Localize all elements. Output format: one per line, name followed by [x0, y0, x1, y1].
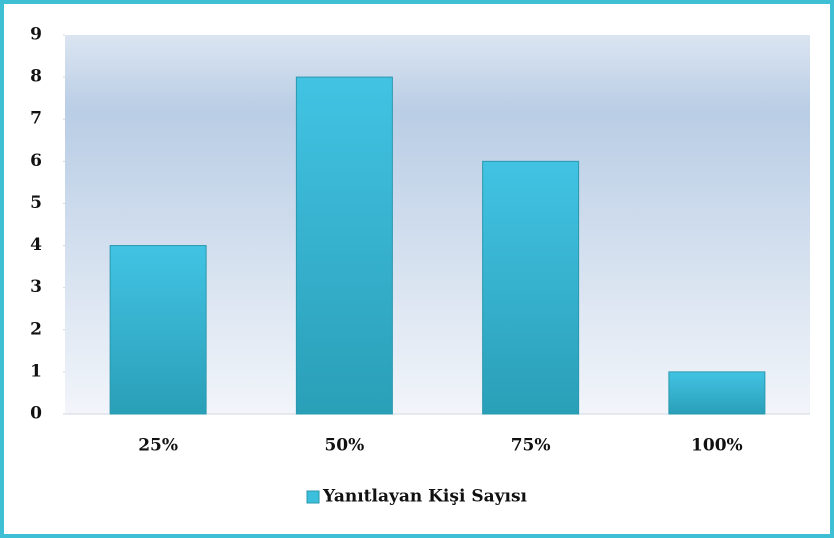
y-tick-label: 7	[30, 109, 42, 129]
bar	[295, 76, 393, 415]
legend-marker	[306, 490, 320, 504]
y-tick-label: 4	[30, 235, 42, 255]
y-tick-label: 2	[30, 319, 42, 339]
bar	[109, 245, 207, 415]
bar	[482, 160, 580, 415]
y-tick-label: 9	[30, 25, 42, 45]
y-tick-label: 6	[30, 151, 42, 171]
legend-label: Yanıtlayan Kişi Sayısı	[322, 487, 528, 507]
y-tick-label: 0	[30, 404, 42, 424]
x-tick-label: 25%	[138, 436, 178, 456]
bar	[668, 371, 766, 415]
y-tick-label: 1	[30, 361, 42, 381]
y-tick-label: 8	[30, 67, 42, 87]
x-tick-label: 75%	[511, 436, 551, 456]
y-tick-label: 3	[30, 277, 42, 297]
x-tick-label: 100%	[691, 436, 743, 456]
x-tick-label: 50%	[324, 436, 364, 456]
y-tick-label: 5	[30, 193, 42, 213]
